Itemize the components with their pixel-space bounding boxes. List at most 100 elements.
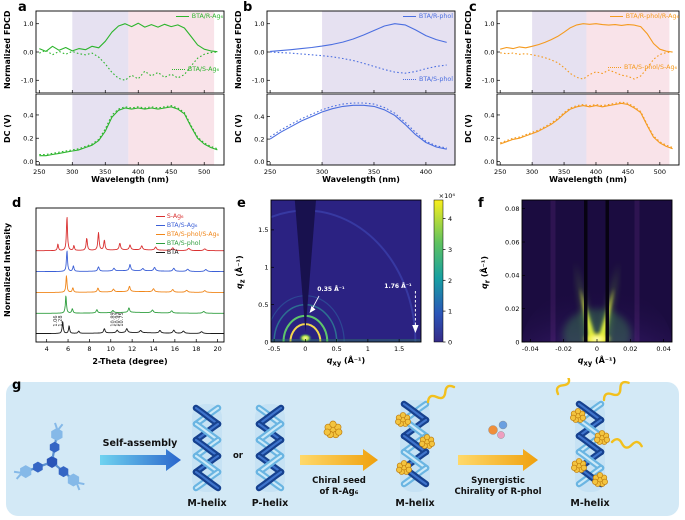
beam-spot xyxy=(298,333,312,342)
y-tick-label: 0.4 xyxy=(254,113,264,121)
legend-row: S-Ag₆ xyxy=(155,213,219,220)
y-tick-label: 0.0 xyxy=(23,48,33,56)
x-tick-label: 0.04 xyxy=(656,345,670,353)
m-helix-label-3: M-helix xyxy=(570,498,609,509)
y-tick-label: 0.2 xyxy=(484,135,494,143)
x-tick-label: 350 xyxy=(558,168,570,176)
legend-row: BTA/S-phol xyxy=(155,240,219,247)
y-tick-label: 0.5 xyxy=(258,301,268,309)
synergistic-label-2: Chirality of R-phol xyxy=(455,487,542,497)
y-tick-label: 0.0 xyxy=(254,158,264,166)
y-tick-label: 0.4 xyxy=(484,111,494,119)
unit: (Å⁻¹) xyxy=(341,356,366,365)
x-tick-label: -0.5 xyxy=(268,345,281,353)
x-tick-label: 6 xyxy=(66,345,70,353)
shaded-band xyxy=(72,11,129,93)
legend-c-dotted: BTA/S-phol/S-Ag₆ xyxy=(607,64,677,71)
x-tick-label: 350 xyxy=(99,168,111,176)
x-tick-label: 300 xyxy=(66,168,78,176)
y-tick-label: 0.2 xyxy=(254,135,264,143)
annotation: 10.93 xyxy=(115,312,121,326)
m-helix-label-1: M-helix xyxy=(187,498,226,509)
annotation: 1.06 xyxy=(53,315,59,326)
annotation: 0.35 Å⁻¹ xyxy=(317,286,345,293)
y-tick-label: 1.0 xyxy=(254,20,264,28)
legend-a-solid: BTA/R-Ag₆ xyxy=(175,13,223,20)
x-tick-label: 8 xyxy=(87,345,91,353)
series-line xyxy=(39,22,218,53)
axes-box xyxy=(270,199,422,343)
y-axis-label-dc-a: DC (V) xyxy=(3,114,12,143)
x-axis-label-e: qxy (Å⁻¹) xyxy=(271,356,421,368)
chiral-seed-label-1: Chiral seed xyxy=(312,476,366,486)
silver-cluster-icon xyxy=(594,430,610,445)
colorbar xyxy=(433,199,444,343)
fdcd-plot-c: -1.0 0.0 1.0 xyxy=(482,10,680,94)
phol-molecule-icon xyxy=(498,420,508,430)
legend-label: BTA/R-phol/R-Ag₆ xyxy=(625,13,679,20)
y-axis-label-d: Normalized Intensity xyxy=(3,222,12,317)
x-tick-label: 18 xyxy=(192,345,200,353)
y-tick-label: 0 xyxy=(515,338,519,346)
q-subscript: xy xyxy=(332,359,342,368)
legend-c-solid: BTA/R-phol/R-Ag₆ xyxy=(609,13,679,20)
y-tick-label: 0.0 xyxy=(484,158,494,166)
p-helix-label: P-helix xyxy=(252,498,289,509)
x-axis-label-f: qxy (Å⁻¹) xyxy=(522,356,672,368)
x-tick-label: 300 xyxy=(316,168,328,176)
annotation: 1.76 Å⁻¹ xyxy=(384,283,412,290)
x-tick-label: 400 xyxy=(420,168,432,176)
shaded-band xyxy=(532,11,587,93)
legend-label: BTA/R-phol xyxy=(418,13,453,20)
saxs-pattern xyxy=(522,200,672,342)
detector-gap xyxy=(584,200,588,342)
legend-line-solid-icon xyxy=(609,16,623,17)
y-tick-label: 0 xyxy=(264,338,268,346)
x-axis-label-c: Wavelength (nm) xyxy=(549,175,627,184)
shaded-band xyxy=(586,11,670,93)
legend-row: BTA xyxy=(155,249,219,256)
annotation-arrow xyxy=(311,295,320,310)
series-line xyxy=(35,216,224,252)
axes-box xyxy=(35,94,225,166)
y-tick-label: 0.08 xyxy=(505,205,519,213)
polymer-chain-icon xyxy=(426,384,456,404)
dc-plot-c: 250 300 350 400 450 500 0.0 0.2 0.4 xyxy=(484,94,680,176)
giwaxs-plot: 0 1 2 3 4 ×10⁴ -0.5 0 0.5 1 1.500.511.50.35 … xyxy=(258,192,455,353)
panel-letter-e: e xyxy=(237,196,246,211)
unit: (Å⁻¹) xyxy=(592,356,617,365)
y-tick-label: 1.5 xyxy=(258,226,268,234)
bta-molecule-icon xyxy=(13,422,85,491)
panel-c: c -1.0 0.0 1.0 250 300 350 400 450 500 0.0 0.2 0.4… xyxy=(461,0,685,192)
silver-cluster-icon xyxy=(571,458,587,473)
x-tick-label: 400 xyxy=(132,168,144,176)
series-line xyxy=(39,105,218,156)
unit: (Å⁻¹) xyxy=(480,255,489,280)
x-tick-label: 400 xyxy=(590,168,602,176)
x-tick-label: 12 xyxy=(128,345,136,353)
y-tick-label: -1.0 xyxy=(252,77,265,85)
legend-line-icon xyxy=(155,243,165,244)
y-axis-label-fdcd-a: Normalized FDCD xyxy=(3,10,12,89)
series-line xyxy=(35,295,224,314)
colorbar-tick: 1 xyxy=(448,308,452,316)
annotation: 10.89 xyxy=(111,312,117,326)
series-line xyxy=(500,23,673,53)
missing-wedge xyxy=(294,200,316,332)
shaded-band xyxy=(72,94,129,165)
x-axis-label-b: Wavelength (nm) xyxy=(322,175,400,184)
axes-box xyxy=(496,94,680,166)
panel-letter-b: b xyxy=(243,0,253,15)
annotation-arrowhead xyxy=(309,306,316,313)
y-tick-label: 0.2 xyxy=(23,135,33,143)
y-tick-label: 0.06 xyxy=(505,238,519,246)
x-tick-label: 10 xyxy=(107,345,115,353)
q-subscript: r xyxy=(483,279,492,284)
synergistic-arrow xyxy=(458,449,538,471)
panel-d: d 4 6 8 10 12 14 16 18 20 1.06 1.28 10.89 10.93 10.75… xyxy=(0,192,231,378)
x-tick-label: 450 xyxy=(622,168,634,176)
schematic: Self-assembly or M-helix P-helix Chiral … xyxy=(6,378,679,516)
panel-a: a -1.0 0.0 1.0 250 300 350 400 450 500 0.0 0.2 0.4… xyxy=(0,0,231,192)
